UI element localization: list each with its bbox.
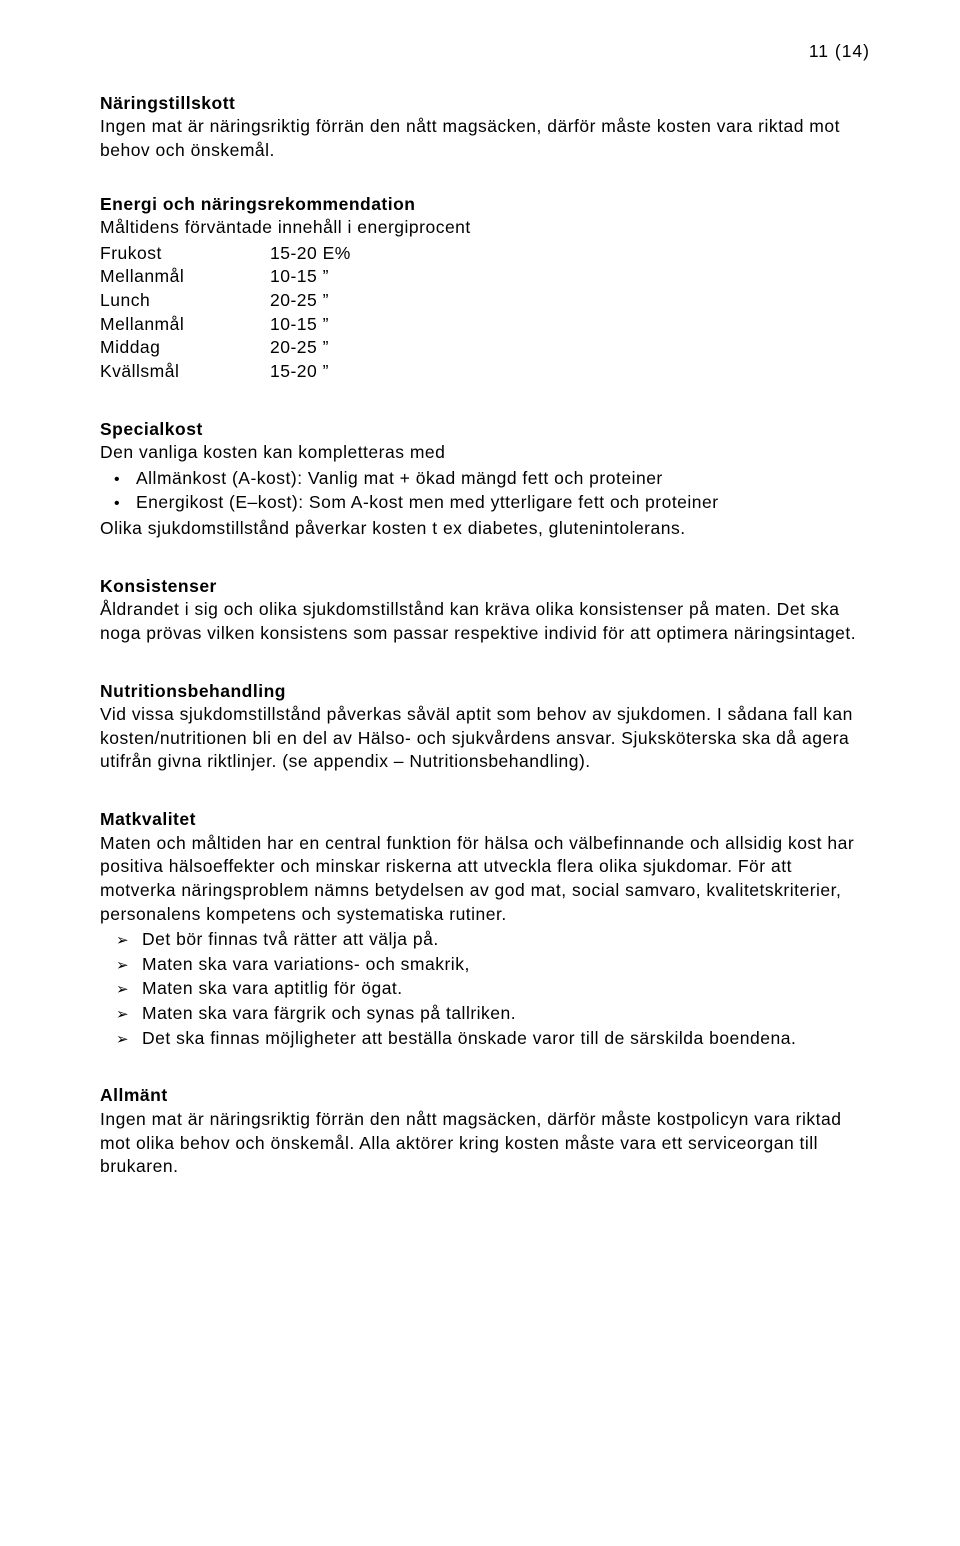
meal-value: 20-25 ” (270, 289, 329, 313)
heading-allmant: Allmänt (100, 1084, 870, 1108)
body-naringstillskott: Ingen mat är näringsriktig förrän den nå… (100, 115, 870, 162)
meal-row: Kvällsmål 15-20 ” (100, 360, 870, 384)
section-allmant: Allmänt Ingen mat är näringsriktig förrä… (100, 1084, 870, 1179)
section-konsistenser: Konsistenser Åldrandet i sig och olika s… (100, 575, 870, 646)
meal-value: 20-25 ” (270, 336, 329, 360)
meal-row: Mellanmål 10-15 ” (100, 313, 870, 337)
intro-specialkost: Den vanliga kosten kan kompletteras med (100, 441, 870, 465)
meal-value: 15-20 E% (270, 242, 351, 266)
meal-value: 15-20 ” (270, 360, 329, 384)
meal-label: Lunch (100, 289, 270, 313)
heading-konsistenser: Konsistenser (100, 575, 870, 599)
heading-specialkost: Specialkost (100, 418, 870, 442)
meal-label: Mellanmål (100, 313, 270, 337)
meal-label: Frukost (100, 242, 270, 266)
meal-value: 10-15 ” (270, 313, 329, 337)
meal-row: Mellanmål 10-15 ” (100, 265, 870, 289)
list-item: Maten ska vara variations- och smakrik, (142, 953, 870, 977)
list-item: Energikost (E–kost): Som A-kost men med … (136, 491, 870, 515)
meal-label: Kvällsmål (100, 360, 270, 384)
after-specialkost: Olika sjukdomstillstånd påverkar kosten … (100, 517, 870, 541)
meal-row: Lunch 20-25 ” (100, 289, 870, 313)
section-energi: Energi och näringsrekommendation Måltide… (100, 193, 870, 384)
page-number: 11 (14) (100, 40, 870, 64)
list-item: Det ska finnas möjligheter att beställa … (142, 1027, 870, 1051)
section-nutritionsbehandling: Nutritionsbehandling Vid vissa sjukdomst… (100, 680, 870, 775)
heading-matkvalitet: Matkvalitet (100, 808, 870, 832)
bullet-list-specialkost: Allmänkost (A-kost): Vanlig mat + ökad m… (100, 467, 870, 515)
list-item: Maten ska vara aptitlig för ögat. (142, 977, 870, 1001)
section-naringstillskott: Näringstillskott Ingen mat är näringsrik… (100, 92, 870, 163)
body-konsistenser: Åldrandet i sig och olika sjukdomstillst… (100, 598, 870, 645)
heading-energi: Energi och näringsrekommendation (100, 193, 870, 217)
section-specialkost: Specialkost Den vanliga kosten kan kompl… (100, 418, 870, 541)
list-item: Maten ska vara färgrik och synas på tall… (142, 1002, 870, 1026)
body-matkvalitet: Maten och måltiden har en central funkti… (100, 832, 870, 927)
meal-label: Mellanmål (100, 265, 270, 289)
arrow-list-matkvalitet: Det bör finnas två rätter att välja på. … (100, 928, 870, 1050)
section-matkvalitet: Matkvalitet Maten och måltiden har en ce… (100, 808, 870, 1050)
body-nutritionsbehandling: Vid vissa sjukdomstillstånd påverkas såv… (100, 703, 870, 774)
intro-energi: Måltidens förväntade innehåll i energipr… (100, 216, 870, 240)
meal-table: Frukost 15-20 E% Mellanmål 10-15 ” Lunch… (100, 242, 870, 384)
list-item: Det bör finnas två rätter att välja på. (142, 928, 870, 952)
meal-row: Frukost 15-20 E% (100, 242, 870, 266)
heading-nutritionsbehandling: Nutritionsbehandling (100, 680, 870, 704)
heading-naringstillskott: Näringstillskott (100, 92, 870, 116)
meal-row: Middag 20-25 ” (100, 336, 870, 360)
list-item: Allmänkost (A-kost): Vanlig mat + ökad m… (136, 467, 870, 491)
body-allmant: Ingen mat är näringsriktig förrän den nå… (100, 1108, 870, 1179)
meal-label: Middag (100, 336, 270, 360)
meal-value: 10-15 ” (270, 265, 329, 289)
